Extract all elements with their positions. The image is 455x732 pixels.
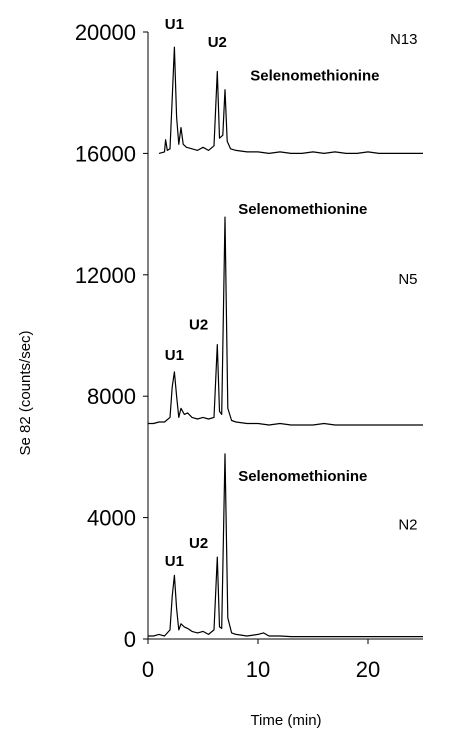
series-line-n13 [158,46,423,154]
series-line-n2 [148,453,423,638]
annotation-label: Selenomethionine [250,68,379,85]
annotation-label: U1 [165,553,184,570]
x-tick-label: 10 [246,657,270,682]
y-tick-label: 8000 [87,384,136,409]
plot-area: 0 4000 8000 12000 16000 20000 0 10 20 U1 U2 Selenom… [75,16,423,682]
y-tick-label: 0 [124,627,136,652]
y-tick-label: 4000 [87,506,136,531]
x-tick-label: 0 [142,657,154,682]
annotation-label: U2 [208,34,227,51]
annotation-label: Selenomethionine [238,201,367,218]
x-axis-label: Time (min) [250,712,321,729]
annotation-label: Selenomethionine [238,468,367,485]
y-axis-label: Se 82 (counts/sec) [17,330,34,455]
y-tick-label: 16000 [75,141,136,166]
annotation-label: U1 [165,347,184,364]
annotation-label: N13 [390,31,418,48]
y-tick-label: 20000 [75,20,136,45]
annotation-label: N5 [398,271,417,288]
annotation-label: U2 [189,535,208,552]
annotation-label: N2 [398,517,417,534]
annotation-label: U1 [165,16,184,33]
x-tick-label: 20 [356,657,380,682]
annotation-label: U2 [189,316,208,333]
series-line-n5 [148,216,423,426]
y-tick-label: 12000 [75,263,136,288]
